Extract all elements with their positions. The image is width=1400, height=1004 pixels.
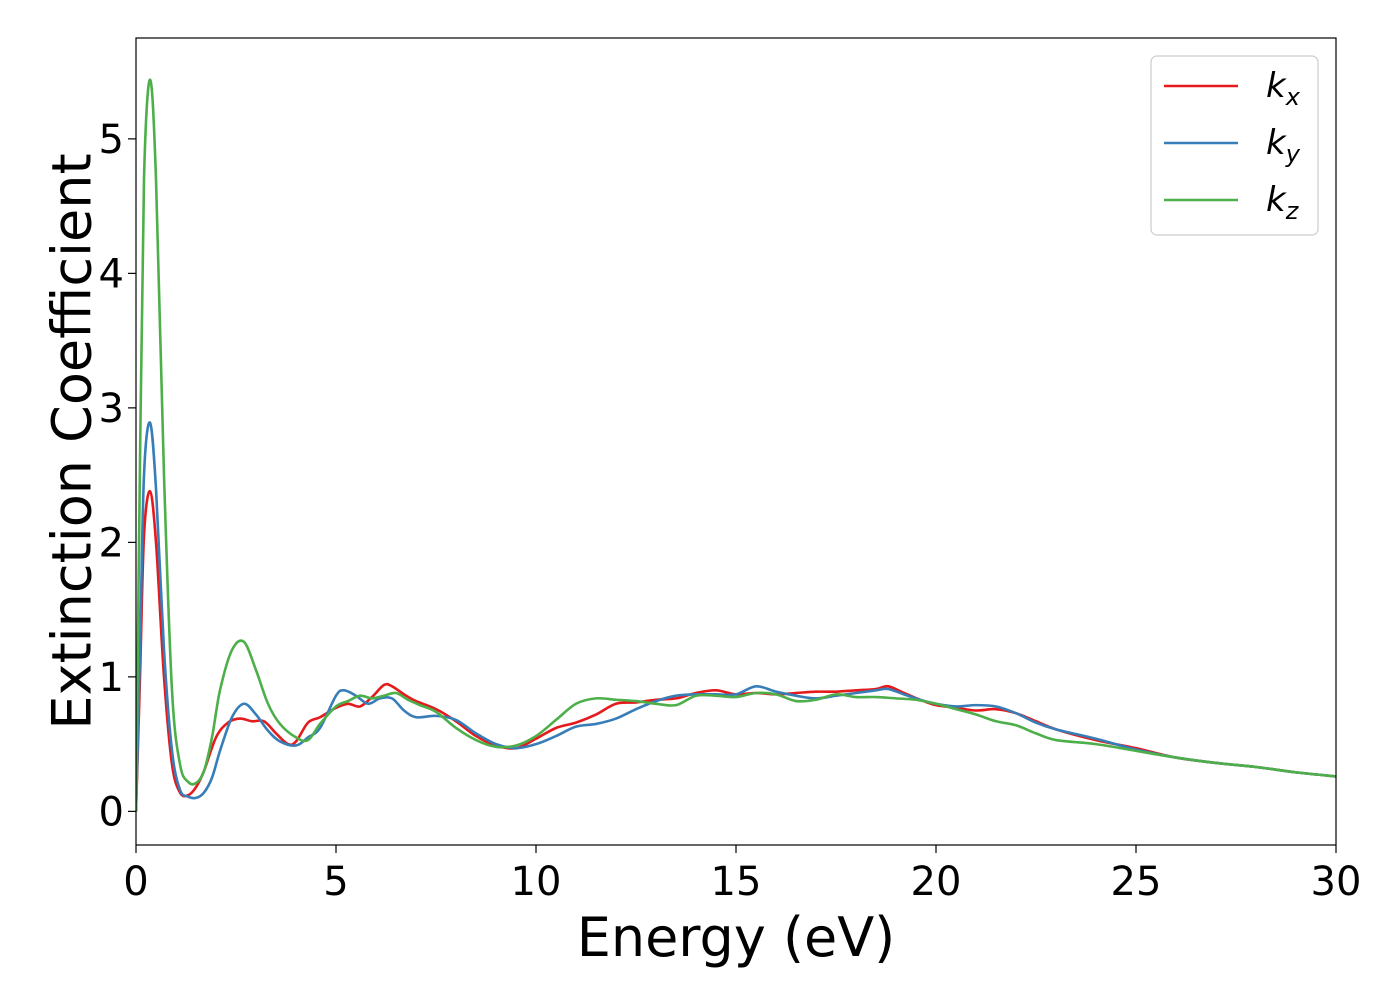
legend-label: kx [1266,66,1301,111]
legend-box [1150,55,1319,236]
legend: kx ky kz [1150,55,1319,236]
x-tick-label: 25 [1111,859,1162,905]
x-tick-label: 15 [711,859,762,905]
legend-item-x: kx [1164,66,1301,111]
y-tick-label: 1 [99,655,124,701]
series-line-z [136,78,1336,812]
x-tick-label: 20 [911,859,962,905]
y-axis-ticks: 0 1 2 3 4 5 [99,117,136,835]
series-line-y [136,421,1336,812]
x-tick-label: 30 [1311,859,1362,905]
legend-item-y: ky [1164,123,1301,168]
y-tick-label: 3 [99,386,124,432]
legend-label: kz [1266,180,1300,225]
y-tick-label: 2 [99,520,124,566]
y-tick-label: 5 [99,117,124,163]
y-axis-label: Extinction Coefficient [41,153,104,729]
y-tick-label: 0 [99,789,124,835]
legend-label: ky [1266,123,1301,168]
x-axis-label: Energy (eV) [577,906,896,969]
x-axis-ticks: 0 5 10 15 20 25 30 [123,845,1361,905]
legend-item-z: kz [1164,180,1300,225]
x-tick-label: 0 [123,859,148,905]
x-tick-label: 5 [323,859,348,905]
series-line-x [136,489,1336,812]
y-tick-label: 4 [99,251,124,297]
series-layer [136,78,1336,812]
x-tick-label: 10 [511,859,562,905]
